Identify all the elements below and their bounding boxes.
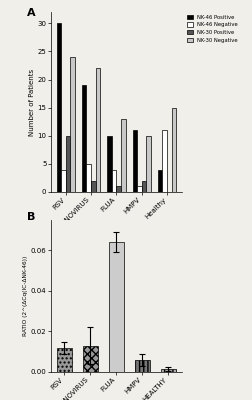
Bar	[91, 181, 95, 192]
Bar	[134, 360, 150, 372]
Bar	[108, 242, 124, 372]
Text: A: A	[27, 8, 35, 18]
Bar	[157, 170, 162, 192]
Bar	[116, 186, 120, 192]
Bar	[141, 181, 146, 192]
Bar	[86, 164, 91, 192]
Bar	[95, 68, 100, 192]
Bar	[120, 119, 125, 192]
Bar	[171, 108, 175, 192]
Bar	[56, 348, 72, 372]
Bar	[160, 369, 175, 372]
Bar	[66, 136, 70, 192]
Bar	[137, 186, 141, 192]
Y-axis label: Number of Patients: Number of Patients	[28, 68, 35, 136]
Bar	[70, 57, 75, 192]
Legend: NK-46 Positive, NK-46 Negative, NK-30 Positive, NK-30 Negative: NK-46 Positive, NK-46 Negative, NK-30 Po…	[187, 15, 237, 43]
Bar	[82, 85, 86, 192]
Y-axis label: RATIO (2^(ΔCq(IC-ΔNK-46)): RATIO (2^(ΔCq(IC-ΔNK-46))	[23, 256, 28, 336]
Bar	[56, 23, 61, 192]
Bar	[111, 170, 116, 192]
Text: B: B	[27, 212, 35, 222]
Bar	[132, 130, 137, 192]
Bar	[82, 346, 98, 372]
Bar	[61, 170, 66, 192]
Bar	[162, 130, 166, 192]
Bar	[146, 136, 150, 192]
Bar	[107, 136, 111, 192]
